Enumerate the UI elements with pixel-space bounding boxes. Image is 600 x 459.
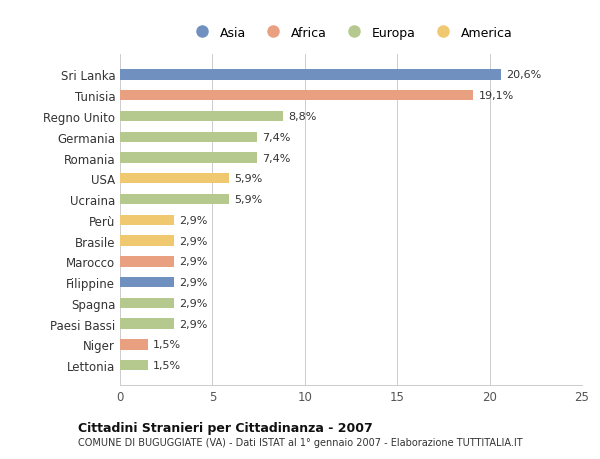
Bar [120, 195, 229, 205]
Text: 2,9%: 2,9% [179, 236, 208, 246]
Text: 2,9%: 2,9% [179, 298, 208, 308]
Bar [120, 153, 257, 163]
Bar [120, 174, 229, 184]
Bar [120, 132, 257, 143]
Bar [120, 91, 473, 101]
Text: Cittadini Stranieri per Cittadinanza - 2007: Cittadini Stranieri per Cittadinanza - 2… [78, 421, 373, 435]
Bar [120, 340, 148, 350]
Text: 7,4%: 7,4% [262, 133, 290, 142]
Text: 8,8%: 8,8% [288, 112, 317, 122]
Legend: Asia, Africa, Europa, America: Asia, Africa, Europa, America [185, 22, 517, 45]
Text: 5,9%: 5,9% [235, 195, 263, 205]
Bar [120, 236, 173, 246]
Bar [120, 70, 500, 80]
Bar [120, 215, 173, 225]
Text: 1,5%: 1,5% [153, 360, 181, 370]
Bar [120, 319, 173, 329]
Bar [120, 257, 173, 267]
Bar [120, 360, 148, 370]
Text: COMUNE DI BUGUGGIATE (VA) - Dati ISTAT al 1° gennaio 2007 - Elaborazione TUTTITA: COMUNE DI BUGUGGIATE (VA) - Dati ISTAT a… [78, 437, 523, 447]
Text: 7,4%: 7,4% [262, 153, 290, 163]
Text: 19,1%: 19,1% [479, 91, 514, 101]
Bar [120, 298, 173, 308]
Text: 2,9%: 2,9% [179, 215, 208, 225]
Text: 2,9%: 2,9% [179, 319, 208, 329]
Text: 5,9%: 5,9% [235, 174, 263, 184]
Text: 20,6%: 20,6% [506, 70, 541, 80]
Text: 2,9%: 2,9% [179, 278, 208, 287]
Bar [120, 112, 283, 122]
Text: 1,5%: 1,5% [153, 340, 181, 350]
Text: 2,9%: 2,9% [179, 257, 208, 267]
Bar [120, 277, 173, 288]
